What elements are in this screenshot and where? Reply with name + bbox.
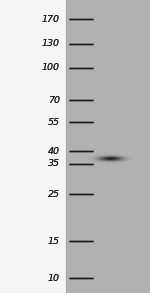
Text: 70: 70 <box>48 96 60 105</box>
Text: 40: 40 <box>48 147 60 156</box>
Text: 130: 130 <box>42 39 60 48</box>
Text: 70: 70 <box>48 96 60 105</box>
Bar <box>66 0 150 293</box>
Text: 25: 25 <box>48 190 60 199</box>
Text: 170: 170 <box>42 15 60 24</box>
Text: 15: 15 <box>48 237 60 246</box>
Text: 40: 40 <box>48 147 60 156</box>
Text: 15: 15 <box>48 237 60 246</box>
Text: 170: 170 <box>42 15 60 24</box>
Text: 35: 35 <box>48 159 60 168</box>
Text: 130: 130 <box>42 39 60 48</box>
Text: 10: 10 <box>48 274 60 283</box>
Text: 55: 55 <box>48 118 60 127</box>
Text: 55: 55 <box>48 118 60 127</box>
Text: 10: 10 <box>48 274 60 283</box>
Bar <box>0 0 66 293</box>
Text: 100: 100 <box>42 63 60 72</box>
Text: 100: 100 <box>42 63 60 72</box>
Text: 35: 35 <box>48 159 60 168</box>
Text: 25: 25 <box>48 190 60 199</box>
